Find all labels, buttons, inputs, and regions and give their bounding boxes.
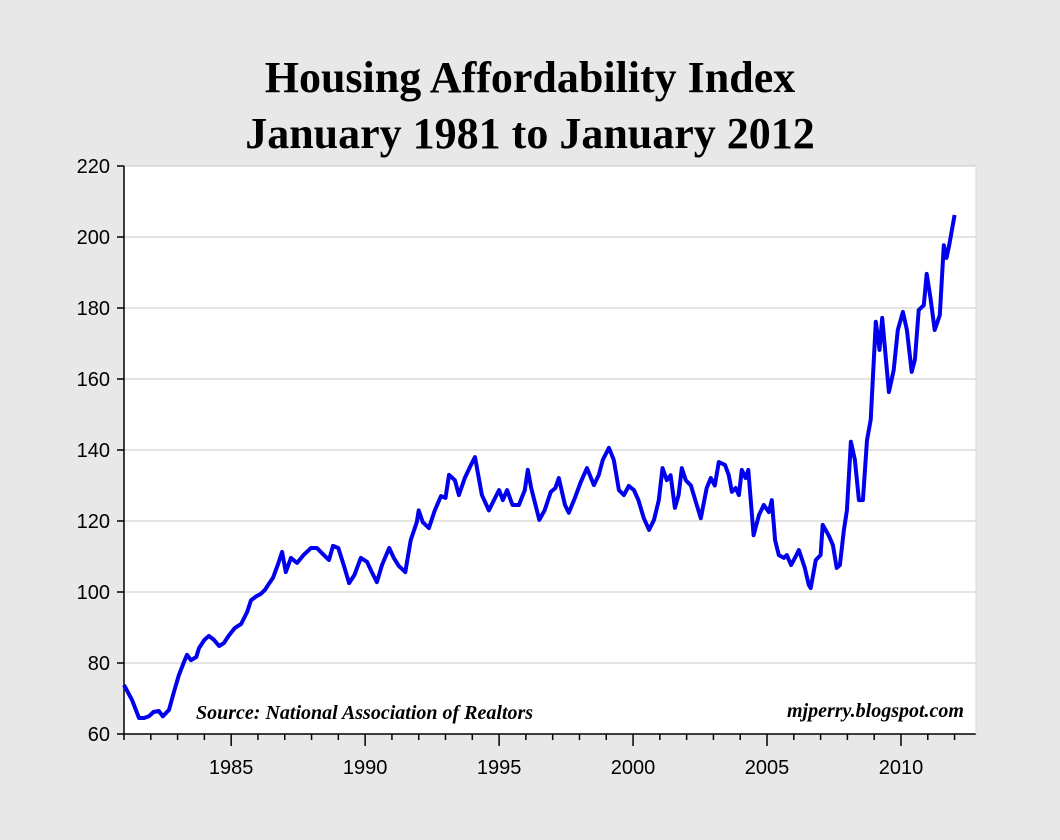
y-tick-label: 180 [77, 298, 110, 320]
source-annotation: Source: National Association of Realtors [196, 702, 533, 724]
y-tick-label: 220 [77, 156, 110, 178]
y-tick-label: 140 [77, 440, 110, 462]
y-tick-label: 200 [77, 227, 110, 249]
y-tick-label: 80 [88, 653, 110, 675]
credit-annotation: mjperry.blogspot.com [787, 700, 964, 722]
y-tick-label: 120 [77, 511, 110, 533]
x-tick-label: 1985 [209, 757, 254, 779]
x-tick-label: 1990 [343, 757, 388, 779]
x-tick-label: 2010 [879, 757, 924, 779]
series-line [122, 214, 957, 720]
y-tick-label: 60 [88, 724, 110, 746]
y-tick-label: 160 [77, 369, 110, 391]
x-tick-label: 2005 [745, 757, 790, 779]
chart-subtitle: January 1981 to January 2012 [245, 109, 815, 158]
chart-title: Housing Affordability Index [264, 53, 796, 102]
x-tick-label: 2000 [611, 757, 656, 779]
x-tick-label: 1995 [477, 757, 522, 779]
y-tick-label: 100 [77, 582, 110, 604]
